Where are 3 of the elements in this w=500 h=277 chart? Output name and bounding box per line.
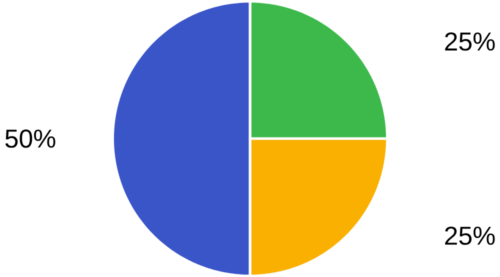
data-label: 25% xyxy=(445,226,495,245)
data-label: 25% xyxy=(445,32,495,51)
data-label: 50% xyxy=(5,129,56,148)
